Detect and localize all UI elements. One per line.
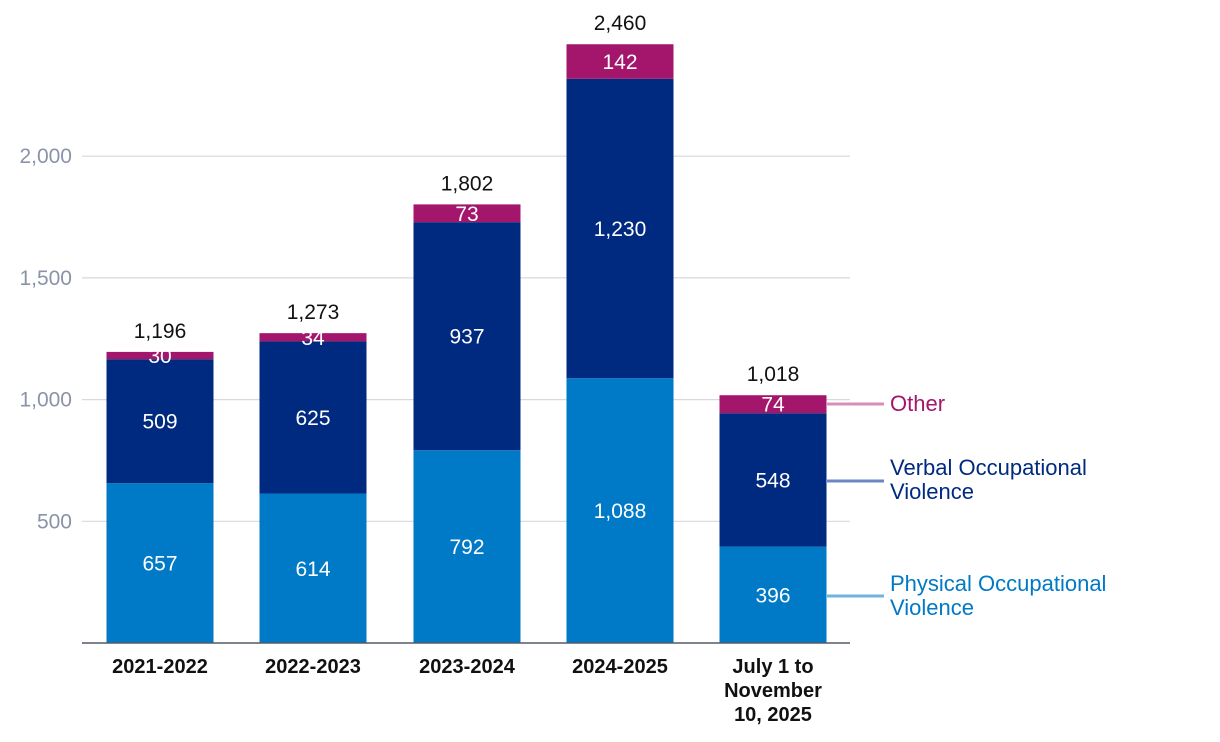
bar-total-label: 1,196	[134, 320, 187, 343]
segment-value-label: 625	[295, 407, 330, 430]
bar-segment	[719, 395, 827, 414]
bar-total-label: 1,802	[441, 172, 494, 195]
x-tick-label: 10, 2025	[734, 704, 812, 726]
bar-segment	[719, 413, 827, 547]
legend-label: Violence	[890, 595, 974, 620]
segment-value-label: 548	[755, 469, 790, 492]
legend-label: Violence	[890, 479, 974, 504]
segment-value-label: 396	[755, 584, 790, 607]
segment-value-label: 74	[761, 394, 785, 417]
x-tick-label: November	[724, 680, 822, 702]
segment-value-label: 142	[602, 51, 637, 74]
x-tick-label: 2023-2024	[419, 656, 516, 678]
segment-value-label: 657	[142, 553, 177, 576]
bar-segment	[413, 204, 521, 223]
x-axis-ticks: 2021-2022 2022-2023 2023-2024 2024-2025 July…	[112, 656, 822, 726]
segment-value-label: 1,230	[594, 218, 647, 241]
bar-segment	[413, 222, 521, 451]
legend-label: Verbal Occupational	[890, 455, 1087, 480]
bar-segment	[259, 341, 367, 494]
bar-segment	[566, 78, 674, 379]
bar-segment	[566, 378, 674, 643]
bar-segment	[259, 493, 367, 643]
bars: 657 509 301,196 614 625 34 1,273 792 937 73 1,802 1…	[106, 12, 827, 643]
y-axis-ticks: 500 1,000 1,500 2,000	[19, 145, 72, 533]
x-tick-label: 2022-2023	[265, 656, 361, 678]
segment-value-label: 1,088	[594, 500, 647, 523]
legend-label: Other	[890, 391, 945, 416]
segment-value-label: 34	[301, 327, 325, 350]
x-tick-label: 2021-2022	[112, 656, 208, 678]
bar-total-label: 1,273	[287, 301, 340, 324]
legend-label: Physical Occupational	[890, 571, 1106, 596]
segment-value-label: 614	[295, 558, 330, 581]
bar-segment	[106, 359, 214, 484]
segment-value-label: 937	[449, 326, 484, 349]
y-tick-label: 1,500	[19, 267, 72, 290]
x-tick-label: July 1 to	[732, 656, 813, 678]
y-tick-label: 1,000	[19, 389, 72, 412]
bar-segment	[566, 44, 674, 79]
x-tick-label: 2024-2025	[572, 656, 668, 678]
bar-total-label: 2,460	[594, 12, 647, 35]
bar-segment	[106, 483, 214, 643]
segment-value-label: 73	[455, 203, 478, 226]
segment-value-label: 792	[449, 536, 484, 559]
bar-segment	[413, 450, 521, 643]
bar-segment	[106, 351, 214, 360]
segment-value-label: 30	[148, 345, 171, 368]
bar-segment	[719, 546, 827, 643]
y-tick-label: 500	[37, 510, 72, 533]
bar-total-label: 1,018	[747, 363, 800, 386]
y-tick-label: 2,000	[19, 145, 72, 168]
segment-value-label: 509	[142, 411, 177, 434]
bar-segment	[259, 333, 367, 342]
